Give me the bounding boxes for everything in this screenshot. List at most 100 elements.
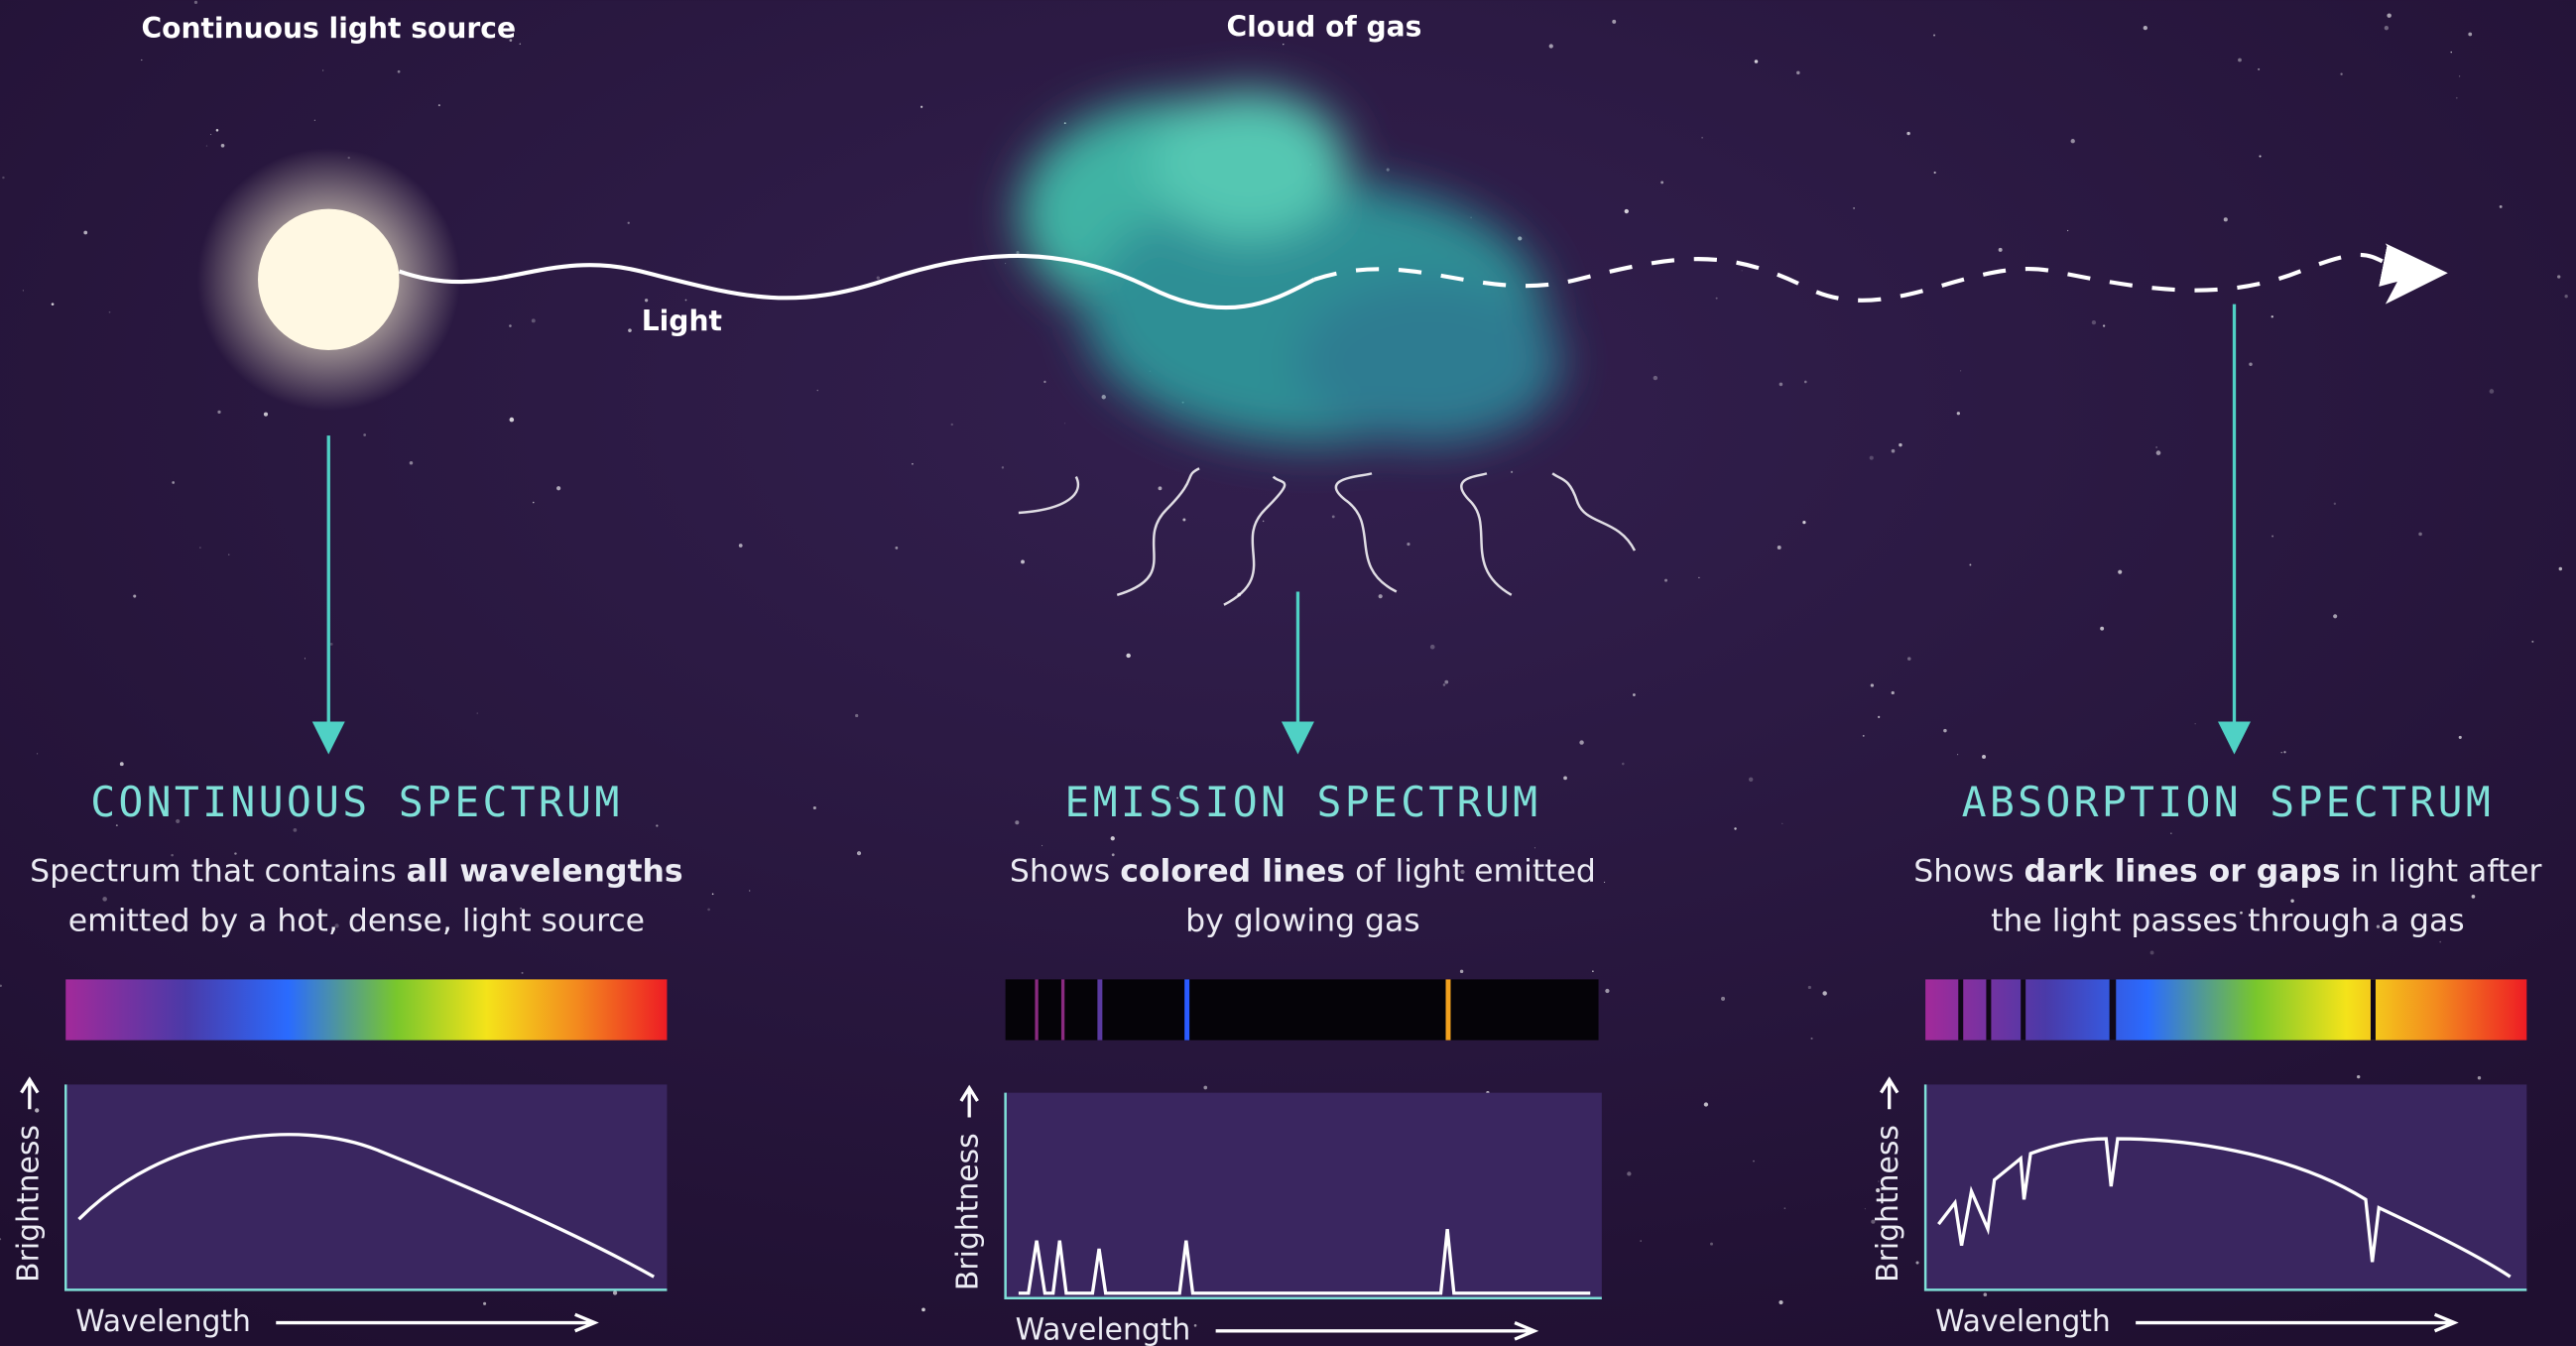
star	[2459, 75, 2460, 76]
star	[1915, 1261, 1918, 1264]
panel-title: CONTINUOUS SPECTRUM	[90, 779, 622, 826]
star	[1460, 970, 1463, 973]
star	[2468, 33, 2472, 37]
star	[2472, 895, 2476, 899]
star	[438, 104, 440, 106]
star	[817, 390, 818, 391]
star	[707, 909, 710, 912]
description-part: Shows	[1913, 854, 2024, 890]
star	[2564, 295, 2567, 298]
star	[2478, 1076, 2481, 1079]
light-label: Light	[642, 305, 722, 337]
star	[483, 1302, 486, 1305]
star	[2071, 139, 2075, 143]
star	[1444, 680, 1448, 684]
star	[1633, 693, 1636, 696]
star	[712, 893, 714, 895]
star	[1907, 657, 1910, 660]
star	[1203, 1086, 1207, 1090]
emission-plot	[1006, 1093, 1602, 1298]
star	[1804, 381, 1807, 384]
star	[477, 712, 478, 713]
star	[1802, 521, 1805, 524]
star	[1698, 577, 1699, 578]
panel-description: by glowing gas	[1185, 903, 1420, 938]
description-part: Shows	[1010, 854, 1120, 890]
star	[322, 70, 323, 71]
star	[2271, 536, 2273, 538]
star	[2118, 570, 2122, 574]
star	[264, 413, 268, 417]
star	[1701, 137, 1703, 139]
sun	[258, 209, 399, 350]
star	[1779, 1300, 1782, 1304]
x-axis-label: Wavelength	[1935, 1304, 2111, 1339]
star	[1005, 263, 1006, 264]
star	[2156, 450, 2161, 455]
star	[1622, 763, 1625, 766]
star	[2418, 533, 2422, 537]
star	[533, 502, 535, 504]
star	[221, 144, 225, 148]
star	[2559, 567, 2562, 570]
y-axis-label: Brightness	[1871, 1125, 1905, 1283]
star	[1704, 1102, 1708, 1106]
absorption-plot	[1925, 1084, 2526, 1289]
star	[1721, 997, 1725, 1001]
star	[1808, 986, 1811, 989]
star	[1779, 383, 1783, 387]
star	[2249, 363, 2252, 366]
star	[1781, 823, 1782, 824]
star	[210, 134, 211, 135]
star	[1021, 559, 1025, 563]
star	[2103, 324, 2105, 326]
star	[1159, 486, 1163, 490]
star	[1943, 729, 1946, 732]
star	[2067, 230, 2068, 231]
star	[1332, 515, 1335, 518]
star	[1716, 298, 1718, 300]
emission-bar	[1006, 979, 1599, 1040]
star	[1511, 471, 1513, 473]
star	[656, 824, 658, 826]
star	[1627, 1171, 1631, 1175]
description-part: emitted by a hot, dense, light source	[68, 903, 645, 938]
star	[2224, 217, 2228, 221]
star	[1778, 546, 1781, 550]
star	[2195, 723, 2196, 724]
star	[1796, 71, 1799, 74]
star	[1984, 1292, 1988, 1296]
star	[2357, 1075, 2360, 1078]
star	[1379, 594, 1383, 598]
description-part: colored lines	[1120, 854, 1345, 890]
star	[1870, 456, 1874, 460]
x-axis-label: Wavelength	[75, 1304, 251, 1339]
star	[363, 433, 366, 436]
description-part: all wavelengths	[407, 854, 683, 890]
star	[1283, 44, 1284, 45]
star	[37, 753, 38, 754]
panel-title: ABSORPTION SPECTRUM	[1962, 779, 2494, 826]
star	[2557, 275, 2560, 278]
continuous-plot	[65, 1084, 667, 1289]
star	[2150, 951, 2154, 955]
star	[1579, 740, 1583, 744]
star	[1549, 44, 1553, 48]
star	[83, 231, 87, 235]
star	[2450, 52, 2451, 53]
infographic: Continuous light source Cloud of gas Lig…	[0, 0, 2576, 1346]
star	[1969, 563, 1971, 565]
star	[1892, 449, 1896, 453]
star	[1755, 60, 1759, 63]
star	[749, 890, 750, 891]
star	[1443, 683, 1446, 686]
star	[410, 461, 414, 465]
star	[1810, 1038, 1812, 1040]
panel-title: EMISSION SPECTRUM	[1064, 779, 1540, 826]
star	[2333, 614, 2337, 618]
star	[2258, 68, 2260, 70]
star	[2, 177, 4, 179]
star	[52, 303, 55, 306]
star	[1182, 518, 1185, 521]
panel-description: emitted by a hot, dense, light source	[68, 903, 645, 938]
